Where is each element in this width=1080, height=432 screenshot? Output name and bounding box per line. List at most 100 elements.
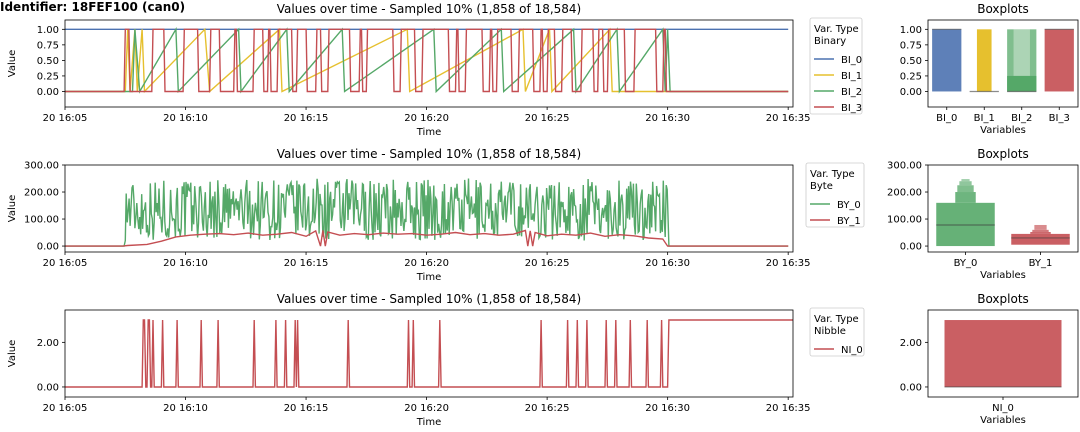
box-bi_1 xyxy=(976,29,992,92)
x-tick-label: 20 16:30 xyxy=(645,113,690,124)
y-tick-label: 0.00 xyxy=(37,242,59,253)
legend-box xyxy=(809,307,865,357)
x-tick-label-by_0: BY_0 xyxy=(954,258,978,269)
legend-title: Nibble xyxy=(814,326,846,337)
y-tick-label: 0.25 xyxy=(37,71,59,82)
box-tail-by_0 xyxy=(959,181,972,186)
y-tick-label: 0.00 xyxy=(37,87,59,98)
x-tick-label: 20 16:35 xyxy=(766,258,811,269)
legend-title: Var. Type xyxy=(814,24,859,35)
y-tick-label: 1.00 xyxy=(900,25,922,36)
y-axis-label: Value xyxy=(7,340,18,367)
legend-title: Byte xyxy=(810,181,833,192)
chart-title: Values over time - Sampled 10% (1,858 of… xyxy=(277,147,581,161)
y-axis-label: Value xyxy=(7,195,18,222)
x-tick-label: 20 16:15 xyxy=(284,403,329,414)
x-axis-label: Variables xyxy=(980,415,1026,426)
identifier-label: Identifier: 18FEF100 (can0) xyxy=(0,0,186,14)
y-tick-label: 0.75 xyxy=(37,40,59,51)
x-tick-label-bi_2: BI_2 xyxy=(1011,113,1032,124)
box-tail-by_1 xyxy=(1032,229,1049,233)
x-tick-label: 20 16:25 xyxy=(525,113,570,124)
x-tick-label: 20 16:35 xyxy=(766,113,811,124)
box-tail-by_0 xyxy=(955,192,976,203)
box-tail-by_1 xyxy=(1030,232,1051,234)
plot-frame xyxy=(927,19,1079,108)
series-line-by_1 xyxy=(65,229,789,247)
legend-title: Var. Type xyxy=(810,169,855,180)
y-tick-label: 2.00 xyxy=(900,338,922,349)
x-tick-label: 20 16:05 xyxy=(43,258,88,269)
legend-box xyxy=(809,17,863,115)
x-tick-label: 20 16:20 xyxy=(404,403,449,414)
y-tick-label: 200.00 xyxy=(887,188,922,199)
chart-title: Values over time - Sampled 10% (1,858 of… xyxy=(277,292,581,306)
y-tick-label: 300.00 xyxy=(887,161,922,172)
legend-label-bi_3: BI_3 xyxy=(841,103,862,114)
box-by_1 xyxy=(1011,233,1070,245)
y-tick-label: 0.00 xyxy=(37,382,59,393)
legend-title: Var. Type xyxy=(814,314,859,325)
x-tick-label: 20 16:25 xyxy=(525,258,570,269)
y-tick-label: 100.00 xyxy=(24,215,59,226)
legend-label-by_0: BY_0 xyxy=(837,200,861,211)
box-ni_0 xyxy=(944,320,1062,387)
legend-label-bi_1: BI_1 xyxy=(841,71,862,82)
x-tick-label: 20 16:05 xyxy=(43,113,88,124)
box-tail-by_1 xyxy=(1034,224,1047,230)
x-tick-label-bi_0: BI_0 xyxy=(936,113,957,124)
plot-frame xyxy=(927,164,1079,253)
y-tick-label: 200.00 xyxy=(24,188,59,199)
box-bi_3 xyxy=(1044,29,1074,92)
x-tick-label: 20 16:20 xyxy=(404,113,449,124)
x-tick-label-by_1: BY_1 xyxy=(1029,258,1053,269)
x-tick-label: 20 16:05 xyxy=(43,403,88,414)
y-tick-label: 0.25 xyxy=(900,71,922,82)
x-tick-label: 20 16:30 xyxy=(645,258,690,269)
x-tick-label: 20 16:10 xyxy=(163,403,208,414)
x-tick-label: 20 16:35 xyxy=(766,403,811,414)
x-tick-label: 20 16:15 xyxy=(284,258,329,269)
box-tail-by_0 xyxy=(957,185,974,193)
y-tick-label: 0.50 xyxy=(37,56,59,67)
y-tick-label: 0.75 xyxy=(900,40,922,51)
plot-frame xyxy=(64,19,794,108)
plot-frame xyxy=(64,309,794,398)
box-lower-bi_2 xyxy=(1007,75,1037,92)
y-tick-label: 1.00 xyxy=(37,25,59,36)
x-tick-label: 20 16:20 xyxy=(404,258,449,269)
y-tick-label: 0.50 xyxy=(900,56,922,67)
legend-title: Binary xyxy=(814,36,846,47)
x-axis-label: Time xyxy=(416,417,441,428)
plot-frame xyxy=(927,309,1079,398)
chart-title: Values over time - Sampled 10% (1,858 of… xyxy=(277,2,581,16)
y-tick-label: 300.00 xyxy=(24,161,59,172)
legend-label-by_1: BY_1 xyxy=(837,216,861,227)
y-axis-label: Value xyxy=(7,50,18,77)
x-tick-label-bi_1: BI_1 xyxy=(974,113,995,124)
legend-label-ni_0: NI_0 xyxy=(841,345,863,356)
legend-label-bi_2: BI_2 xyxy=(841,87,862,98)
x-tick-label: 20 16:10 xyxy=(163,113,208,124)
y-tick-label: 0.00 xyxy=(900,87,922,98)
y-tick-label: 2.00 xyxy=(37,338,59,349)
box-tail-by_0 xyxy=(961,179,970,182)
x-tick-label: 20 16:10 xyxy=(163,258,208,269)
x-axis-label: Time xyxy=(416,127,441,138)
y-tick-label: 100.00 xyxy=(887,215,922,226)
series-line-by_0 xyxy=(65,178,789,247)
y-tick-label: 0.00 xyxy=(900,382,922,393)
x-tick-label-ni_0: NI_0 xyxy=(992,403,1014,414)
x-tick-label: 20 16:15 xyxy=(284,113,329,124)
chart-title: Boxplots xyxy=(977,2,1029,16)
series-line-ni_0 xyxy=(65,319,793,388)
y-tick-label: 0.00 xyxy=(900,242,922,253)
x-axis-label: Variables xyxy=(980,270,1026,281)
x-tick-label-bi_3: BI_3 xyxy=(1049,113,1070,124)
x-axis-label: Time xyxy=(416,272,441,283)
x-tick-label: 20 16:30 xyxy=(645,403,690,414)
x-tick-label: 20 16:25 xyxy=(525,403,570,414)
x-axis-label: Variables xyxy=(980,125,1026,136)
chart-title: Boxplots xyxy=(977,292,1029,306)
chart-title: Boxplots xyxy=(977,147,1029,161)
